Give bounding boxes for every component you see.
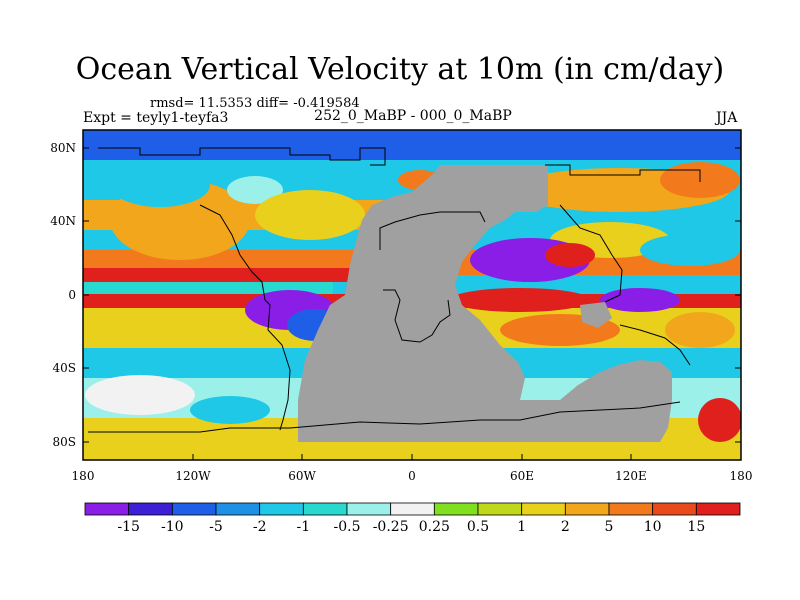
- colorbar-label: -15: [117, 519, 140, 535]
- y-tick-label: 40N: [50, 214, 76, 228]
- field-band: [83, 268, 413, 282]
- landmass: [580, 302, 612, 328]
- stats-label: rmsd= 11.5353 diff= -0.419584: [150, 96, 360, 111]
- colorbar-label: -5: [209, 519, 223, 535]
- y-tick-label: 40S: [53, 361, 77, 375]
- colorbar-swatch: [608, 502, 654, 516]
- landmass: [298, 165, 672, 442]
- colorbar-swatch: [477, 502, 523, 516]
- chart-title: Ocean Vertical Velocity at 10m (in cm/da…: [75, 52, 725, 87]
- colorbar-swatch: [433, 502, 479, 516]
- coastline: [88, 401, 681, 433]
- field-blob: [255, 190, 365, 240]
- x-tick-label: 180: [72, 469, 95, 483]
- x-tick-label: 0: [408, 469, 416, 483]
- colorbar-label: 0.25: [419, 519, 450, 535]
- field-blob: [665, 312, 735, 348]
- colorbar-swatch: [521, 502, 566, 516]
- field-blob: [85, 375, 195, 415]
- coastline-overlay: [88, 147, 701, 433]
- colorbar-label: 0.5: [467, 519, 489, 535]
- x-axis-labels: 180 120W 60W 0 60E 120E 180: [72, 469, 753, 483]
- colorbar-label: 5: [605, 519, 614, 535]
- colorbar-label: -0.5: [334, 519, 361, 535]
- y-axis-labels: 80N 40N 0 40S 80S: [50, 141, 76, 449]
- map-plot-area: [83, 130, 741, 460]
- colorbar-label: -2: [253, 519, 267, 535]
- field-blob: [600, 288, 680, 312]
- x-tick-label: 120E: [615, 469, 647, 483]
- colorbar-label: 2: [561, 519, 570, 535]
- field-blob: [450, 288, 590, 312]
- colorbar-label: -1: [297, 519, 311, 535]
- field-blob: [698, 398, 741, 442]
- experiment-label: Expt = teyly1-teyfa3: [83, 110, 229, 126]
- coastline: [383, 289, 451, 343]
- colorbar-swatch: [564, 502, 610, 516]
- colorbar-swatch: [346, 502, 392, 516]
- y-tick-label: 80S: [53, 435, 77, 449]
- y-tick-label: 0: [68, 288, 76, 302]
- season-label: JJA: [716, 110, 738, 126]
- colorbar: [84, 502, 741, 516]
- field-blob: [190, 396, 270, 424]
- colorbar-label: 15: [687, 519, 705, 535]
- x-tick-label: 120W: [175, 469, 211, 483]
- field-blob: [640, 234, 740, 266]
- field-blob: [227, 176, 283, 204]
- field-blob: [110, 163, 210, 207]
- colorbar-label: 1: [517, 519, 526, 535]
- x-tick-label: 60E: [510, 469, 534, 483]
- colorbar-swatch: [259, 502, 304, 516]
- colorbar-swatch: [390, 502, 435, 516]
- field-band: [83, 282, 333, 294]
- colorbar-swatch: [695, 502, 741, 516]
- x-tick-label: 60W: [288, 469, 316, 483]
- axis-ticks: [82, 147, 742, 460]
- colorbar-label: -0.25: [373, 519, 409, 535]
- colorbar-label: -10: [161, 519, 184, 535]
- coastline: [98, 147, 386, 166]
- colorbar-swatch: [84, 502, 130, 516]
- coastline: [545, 164, 701, 182]
- colorbar-swatch: [652, 502, 697, 516]
- coastline: [559, 204, 623, 303]
- colorbar-label: 10: [644, 519, 662, 535]
- colorbar-swatch: [302, 502, 348, 516]
- colorbar-swatch: [128, 502, 173, 516]
- coastline: [199, 204, 291, 431]
- field-blob: [545, 243, 595, 267]
- colorbar-swatch: [215, 502, 261, 516]
- coastline: [379, 211, 486, 250]
- y-tick-label: 80N: [50, 141, 76, 155]
- colorbar-labels: -15 -10 -5 -2 -1 -0.5 -0.25 0.25 0.5 1 2…: [117, 519, 705, 535]
- coastline: [619, 324, 691, 366]
- subtitle-label: 252_0_MaBP - 000_0_MaBP: [314, 108, 512, 124]
- colorbar-swatch: [171, 502, 217, 516]
- x-tick-label: 180: [730, 469, 753, 483]
